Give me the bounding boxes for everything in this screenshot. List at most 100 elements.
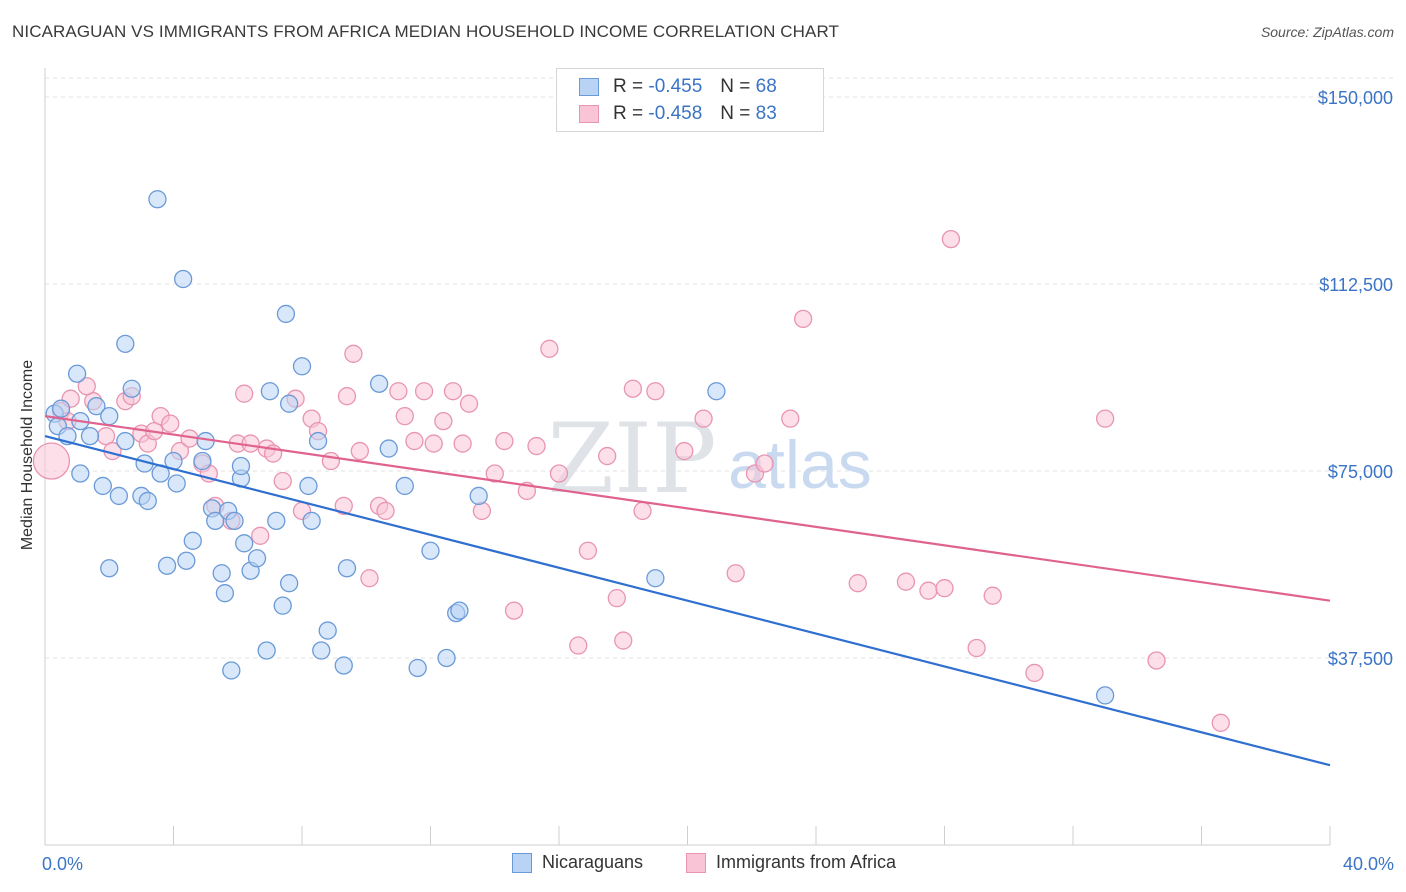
y-tick-label: $75,000 [1328,462,1393,482]
data-point [177,551,196,570]
legend: R = -0.455 N = 68 R = -0.458 N = 83 [556,68,824,132]
data-point [292,357,312,376]
data-point [623,379,643,398]
data-point [173,269,193,289]
data-point [235,384,254,403]
y-tick-label: $150,000 [1318,88,1393,108]
data-point [414,382,434,401]
data-point [235,534,254,553]
data-point [299,476,318,496]
data-point [279,574,299,593]
axes [44,68,1331,846]
data-point [755,454,774,473]
data-point [1025,663,1044,683]
data-point [344,344,363,363]
data-point [646,382,665,401]
legend-r-value: -0.455 [648,76,703,97]
data-point [241,434,260,453]
x-tick-label: 40.0% [1343,854,1394,874]
data-point [1095,409,1115,428]
data-point [1095,686,1115,705]
data-point [260,382,280,401]
series-nicaraguans [45,190,1115,705]
data-point [395,476,414,496]
legend-r-value: -0.458 [648,103,703,124]
bottom-legend: Nicaraguans Immigrants from Africa [0,852,1406,876]
legend-row-africa: R = -0.458 N = 83 [579,102,777,126]
data-point [215,584,235,603]
data-point [116,334,135,353]
data-point [437,648,456,668]
data-point [424,434,443,453]
data-point [360,569,379,588]
data-point [504,601,524,620]
data-point [434,411,453,431]
data-point [1211,713,1230,732]
tick-labels: $37,500 $75,000 $112,500 $150,000 0.0% 40.0% [42,88,1394,874]
data-point [675,441,694,461]
legend-n-value: 83 [755,103,777,124]
trend-lines [44,415,1331,767]
data-point [469,486,488,506]
legend-r-label: R = [613,103,644,124]
x-tick-label: 0.0% [42,854,83,874]
data-point [161,414,180,433]
bottom-legend-nicaraguans[interactable]: Nicaraguans [512,852,643,873]
data-point [794,309,813,329]
data-point [193,451,212,471]
data-point [389,382,408,401]
data-point [694,409,713,428]
data-point [607,589,626,608]
data-point [421,541,440,560]
data-point [87,397,106,416]
bottom-legend-swatch-pink [686,852,706,873]
data-point [212,564,231,583]
chart-source: Source: ZipAtlas.com [1260,24,1394,40]
data-point [369,374,389,393]
data-point [983,586,1002,605]
data-point [100,559,119,578]
data-point [321,451,341,471]
data-point [443,382,463,401]
watermark-zip: ZIP [547,403,716,515]
data-point [231,456,251,476]
data-point [157,556,177,575]
data-point [781,409,800,428]
data-point [93,476,112,496]
data-point [71,464,90,483]
data-point [206,511,225,531]
chart-title: NICARAGUAN VS IMMIGRANTS FROM AFRICA MED… [12,22,840,41]
data-point [32,442,71,480]
y-tick-label: $37,500 [1328,649,1393,669]
data-point [302,511,321,531]
data-point [450,601,469,620]
data-point [527,436,546,456]
data-point [51,399,71,418]
data-point [395,406,414,426]
data-point [495,431,514,451]
data-point [707,382,726,401]
data-point [598,446,617,466]
data-point [726,564,745,583]
data-point [485,464,504,483]
data-point [614,631,633,650]
data-point [459,394,479,413]
data-point [337,559,357,578]
data-point [251,526,270,545]
data-point [225,511,244,531]
data-point [100,406,119,426]
data-point [312,641,331,660]
data-point [578,541,598,560]
legend-swatch-blue [579,78,599,96]
bottom-legend-label: Immigrants from Africa [716,852,897,872]
data-point [848,574,867,593]
data-point [138,491,157,511]
data-point [273,471,292,491]
bottom-legend-africa[interactable]: Immigrants from Africa [686,852,896,873]
data-point [183,531,202,550]
legend-swatch-pink [579,105,599,123]
data-point [408,658,427,678]
data-point [405,431,424,451]
data-point [267,511,286,531]
